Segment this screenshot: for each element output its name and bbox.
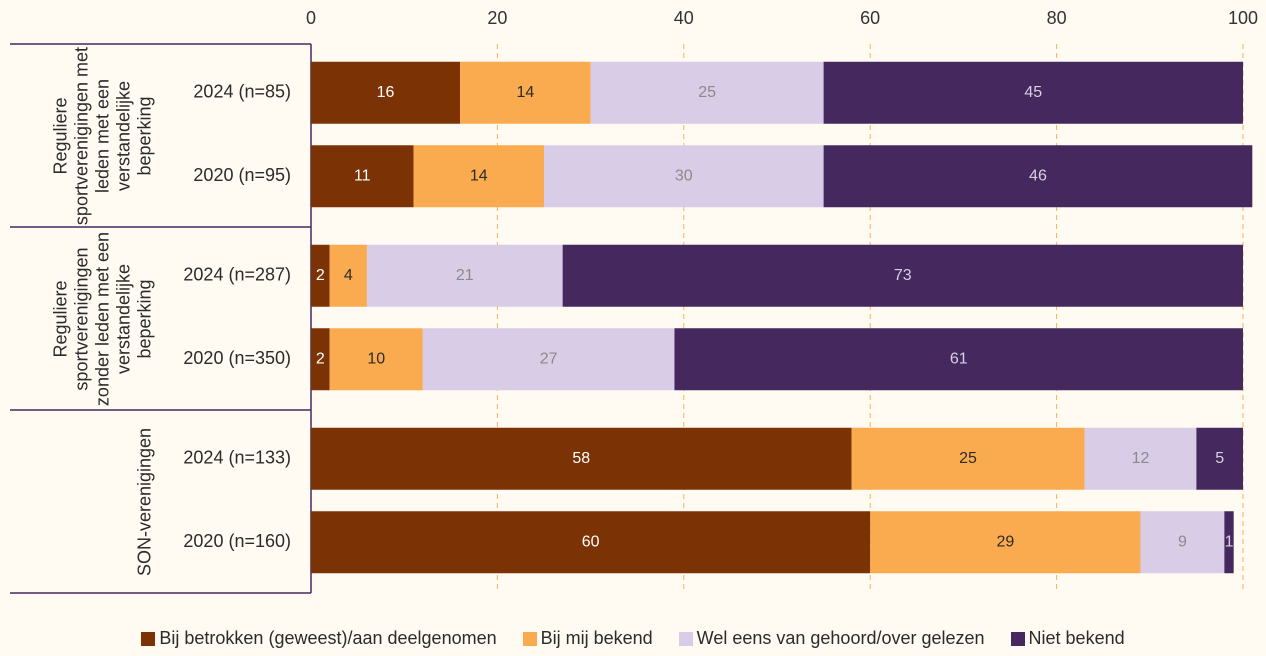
value-label: 27: [540, 350, 558, 367]
legend: Bij betrokken (geweest)/aan deelgenomen B…: [0, 628, 1266, 649]
bar-segment: [562, 244, 1243, 307]
y-tick-label: 2020 (n=95): [193, 165, 291, 185]
legend-item: Bij betrokken (geweest)/aan deelgenomen: [141, 628, 497, 649]
value-label: 58: [572, 450, 590, 467]
value-label: 61: [950, 350, 968, 367]
x-tick-label: 40: [674, 8, 694, 28]
value-label: 16: [377, 84, 395, 101]
value-label: 14: [516, 84, 534, 101]
group-label: Reguliere sportverenigingen met leden me…: [50, 46, 154, 225]
value-label: 1: [1225, 533, 1234, 550]
x-tick-label: 20: [487, 8, 507, 28]
legend-label: Niet bekend: [1028, 628, 1125, 648]
value-label: 9: [1178, 533, 1187, 550]
y-tick-label: 2024 (n=287): [183, 265, 291, 285]
bar-segment: [311, 511, 871, 574]
bar-segment: [544, 145, 824, 208]
value-label: 10: [367, 350, 385, 367]
value-label: 5: [1215, 450, 1224, 467]
value-label: 11: [354, 167, 371, 184]
bar-segment: [329, 328, 423, 391]
legend-item: Bij mij bekend: [522, 628, 653, 649]
bar-segment: [823, 61, 1243, 124]
legend-swatch: [1010, 631, 1025, 646]
y-tick-label: 2024 (n=85): [193, 82, 291, 102]
value-label: 4: [344, 267, 353, 284]
bar-segment: [311, 145, 414, 208]
legend-item: Wel eens van gehoord/over gelezen: [678, 628, 985, 649]
y-tick-label: 2020 (n=350): [183, 348, 291, 368]
bar-segment: [329, 244, 367, 307]
value-label: 25: [959, 450, 977, 467]
legend-label: Bij mij bekend: [540, 628, 653, 648]
value-label: 29: [996, 533, 1014, 550]
bar-segment: [870, 511, 1141, 574]
value-label: 14: [470, 167, 488, 184]
group-label: Reguliere sportverenigingen zonder leden…: [50, 231, 154, 406]
legend-swatch: [522, 631, 537, 646]
bar-segment: [311, 61, 461, 124]
value-label: 12: [1132, 450, 1150, 467]
value-label: 45: [1024, 84, 1042, 101]
bar-segment: [1140, 511, 1225, 574]
bar-segment: [1224, 511, 1234, 574]
value-label: 30: [675, 167, 693, 184]
value-label: 2: [316, 267, 325, 284]
value-label: 46: [1029, 167, 1047, 184]
bar-segment: [311, 244, 330, 307]
bar-segment: [674, 328, 1243, 391]
x-tick-label: 60: [860, 8, 880, 28]
y-tick-label: 2024 (n=133): [183, 448, 291, 468]
bar-segment: [413, 145, 544, 208]
bar-segment: [851, 427, 1085, 490]
x-tick-label: 0: [306, 8, 316, 28]
bar-segment: [1196, 427, 1243, 490]
value-label: 60: [582, 533, 600, 550]
bar-segment: [366, 244, 563, 307]
legend-label: Wel eens van gehoord/over gelezen: [696, 628, 985, 648]
group-label: SON-verenigingen: [134, 427, 154, 576]
legend-swatch: [678, 631, 693, 646]
value-label: 25: [698, 84, 716, 101]
bar-segment: [460, 61, 591, 124]
value-label: 73: [894, 267, 912, 284]
legend-item: Niet bekend: [1010, 628, 1125, 649]
value-label: 2: [316, 350, 325, 367]
x-tick-label: 100: [1228, 8, 1258, 28]
bar-segment: [311, 328, 330, 391]
bar-segment: [823, 145, 1253, 208]
bar-segment: [311, 427, 852, 490]
bar-segment: [590, 61, 824, 124]
x-tick-label: 80: [1047, 8, 1067, 28]
legend-swatch: [141, 631, 156, 646]
y-tick-label: 2020 (n=160): [183, 531, 291, 551]
legend-label: Bij betrokken (geweest)/aan deelgenomen: [159, 628, 497, 648]
value-label: 21: [456, 267, 474, 284]
bar-segment: [1084, 427, 1197, 490]
bar-segment: [422, 328, 675, 391]
